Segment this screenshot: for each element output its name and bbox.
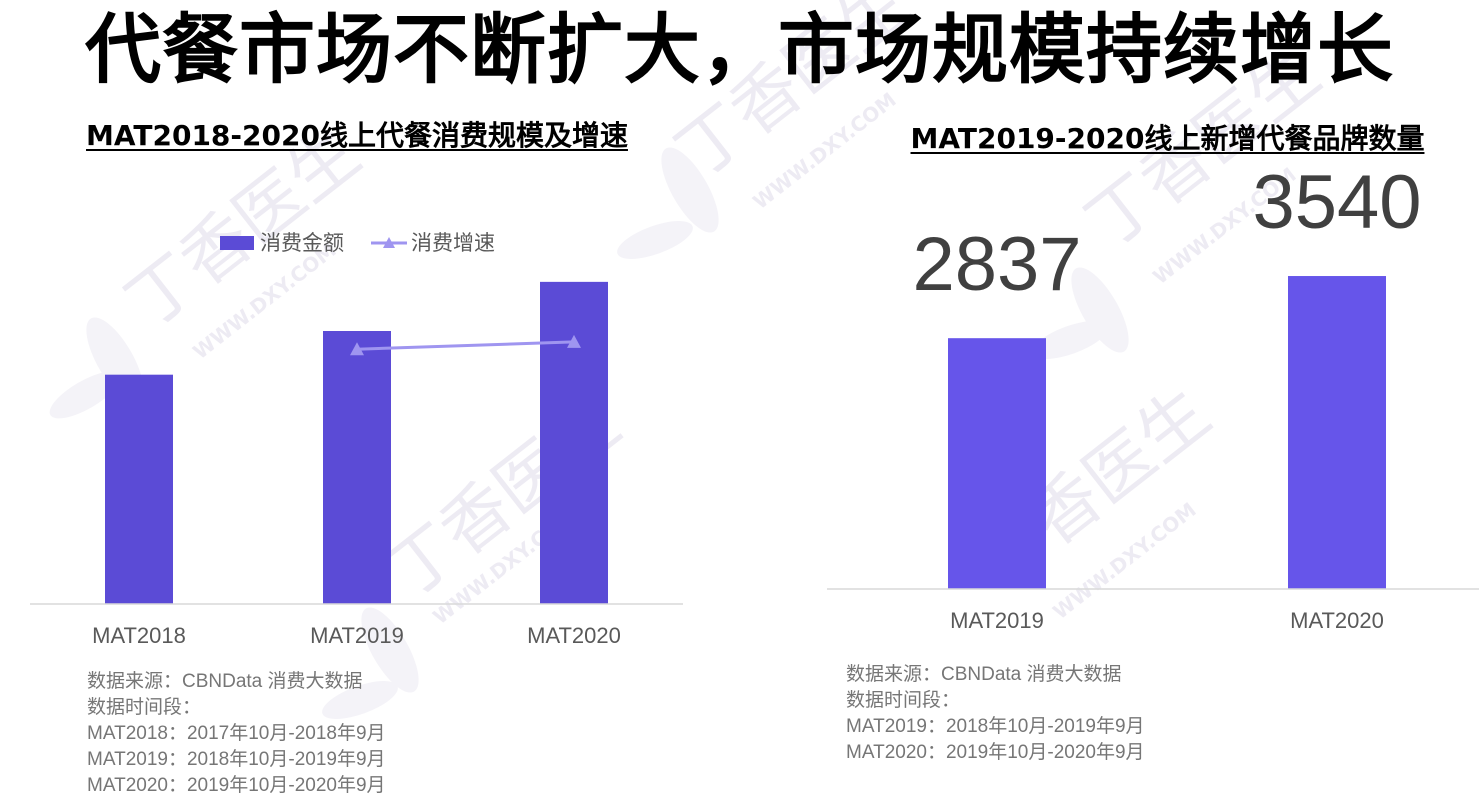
page-title: 代餐市场不断扩大，市场规模持续增长 bbox=[85, 5, 1394, 94]
left-x-tick-label: MAT2020 bbox=[527, 623, 621, 648]
left-growth-line bbox=[350, 334, 581, 356]
right-period-line: MAT2019：2018年10月-2019年9月 bbox=[846, 716, 1145, 737]
right-source-line: 数据来源：CBNData 消费大数据 bbox=[846, 664, 1122, 685]
right-x-tick-label: MAT2019 bbox=[950, 608, 1044, 633]
right-source-notes: 数据来源：CBNData 消费大数据 数据时间段： MAT2019：2018年1… bbox=[846, 662, 1145, 766]
right-value-label: 2837 bbox=[912, 222, 1081, 307]
right-bar-mat2019 bbox=[948, 338, 1046, 589]
right-period-line: MAT2020：2019年10月-2020年9月 bbox=[846, 742, 1145, 763]
left-bar-mat2019 bbox=[323, 331, 391, 604]
left-growth-marker bbox=[567, 334, 581, 348]
right-value-labels: 2837 3540 bbox=[912, 160, 1421, 307]
left-source-line: 数据来源：CBNData 消费大数据 bbox=[87, 671, 363, 692]
left-chart-legend: 消费金额 消费增速 bbox=[220, 231, 495, 255]
legend-label: 消费增速 bbox=[411, 231, 495, 255]
left-growth-polyline bbox=[356, 340, 575, 351]
right-bar-group bbox=[948, 276, 1386, 589]
left-x-ticks: MAT2018 MAT2019 MAT2020 bbox=[92, 623, 621, 648]
legend-line-marker bbox=[383, 237, 395, 248]
left-growth-marker bbox=[350, 342, 364, 356]
right-bar-mat2020 bbox=[1288, 276, 1386, 589]
right-chart: 2837 3540 MAT2019 MAT2020 bbox=[827, 160, 1479, 633]
left-chart-title: MAT2018-2020线上代餐消费规模及增速 bbox=[86, 119, 628, 152]
left-period-label: 数据时间段： bbox=[87, 697, 202, 718]
legend-bar-swatch bbox=[220, 236, 254, 250]
left-bar-mat2018 bbox=[105, 374, 173, 604]
right-chart-title: MAT2019-2020线上新增代餐品牌数量 bbox=[910, 122, 1425, 155]
left-period-line: MAT2018：2017年10月-2018年9月 bbox=[87, 723, 386, 744]
right-value-label: 3540 bbox=[1252, 160, 1421, 245]
right-x-tick-label: MAT2020 bbox=[1290, 608, 1384, 633]
left-chart: 消费金额 消费增速 MAT2018 MAT2019 MAT2020 bbox=[30, 231, 683, 648]
left-period-line: MAT2019：2018年10月-2019年9月 bbox=[87, 749, 386, 770]
left-source-notes: 数据来源：CBNData 消费大数据 数据时间段： MAT2018：2017年1… bbox=[87, 669, 386, 799]
legend-label: 消费金额 bbox=[260, 231, 344, 255]
left-x-tick-label: MAT2019 bbox=[310, 623, 404, 648]
left-x-tick-label: MAT2018 bbox=[92, 623, 186, 648]
right-period-label: 数据时间段： bbox=[846, 690, 961, 711]
left-period-line: MAT2020：2019年10月-2020年9月 bbox=[87, 775, 386, 796]
right-x-ticks: MAT2019 MAT2020 bbox=[950, 608, 1384, 633]
